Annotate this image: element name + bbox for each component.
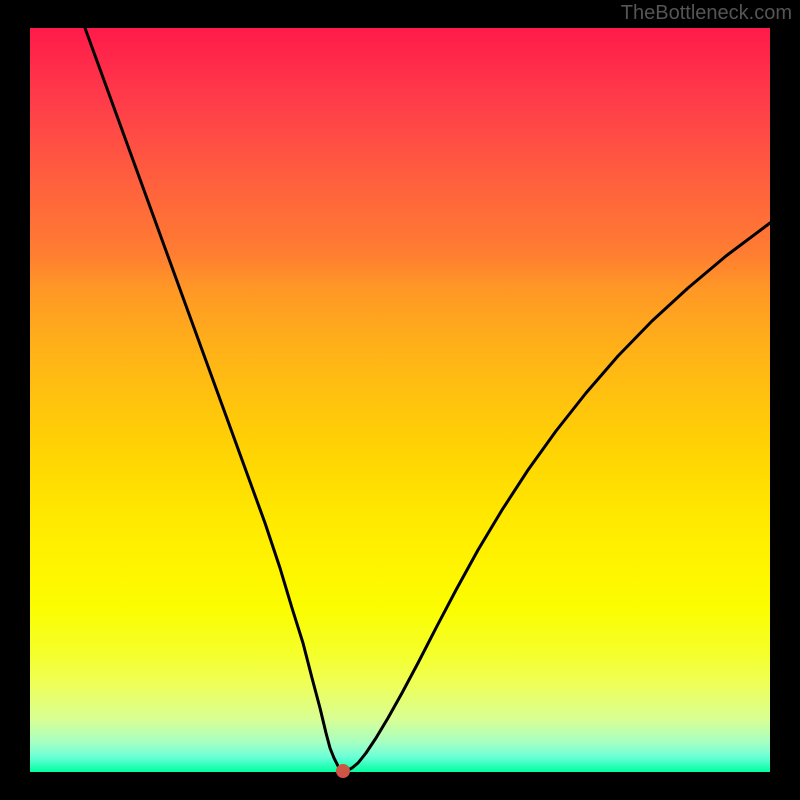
minimum-marker <box>336 764 350 778</box>
chart-container: TheBottleneck.com <box>0 0 800 800</box>
watermark-text: TheBottleneck.com <box>621 2 792 25</box>
curve-line <box>30 28 770 772</box>
plot-background <box>30 28 770 772</box>
